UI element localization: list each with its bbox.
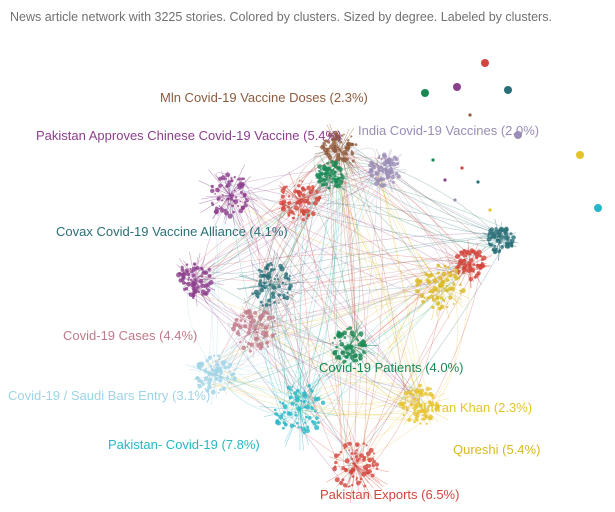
network-edges <box>176 124 519 503</box>
cluster-label-imran[interactable]: Imran Khan (2.3%) <box>423 400 532 415</box>
graph-caption: News article network with 3225 stories. … <box>10 10 552 24</box>
cluster-label-pakistan-covid[interactable]: Pakistan- Covid-19 (7.8%) <box>108 437 260 452</box>
cluster-label-qureshi[interactable]: Qureshi (5.4%) <box>453 442 540 457</box>
cluster-label-cases[interactable]: Covid-19 Cases (4.4%) <box>63 328 197 343</box>
cluster-label-saudi[interactable]: Covid-19 / Saudi Bars Entry (3.1%) <box>8 388 210 403</box>
cluster-label-india-vaccines[interactable]: India Covid-19 Vaccines (2.0%) <box>358 123 539 138</box>
network-nodes <box>176 59 602 488</box>
cluster-label-exports[interactable]: Pakistan Exports (6.5%) <box>320 487 459 502</box>
cluster-label-vaccine-doses[interactable]: Mln Covid-19 Vaccine Doses (2.3%) <box>160 90 368 105</box>
cluster-label-patients[interactable]: Covid-19 Patients (4.0%) <box>319 360 464 375</box>
cluster-label-pakistan-chinese[interactable]: Pakistan Approves Chinese Covid-19 Vacci… <box>36 128 341 143</box>
cluster-label-covax[interactable]: Covax Covid-19 Vaccine Alliance (4.1%) <box>56 224 288 239</box>
